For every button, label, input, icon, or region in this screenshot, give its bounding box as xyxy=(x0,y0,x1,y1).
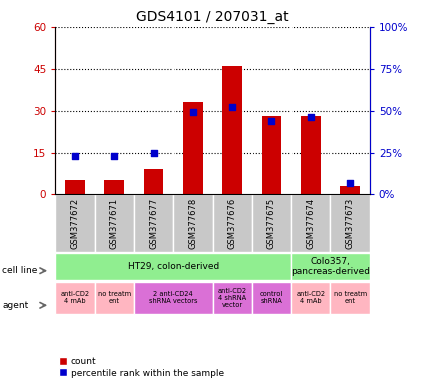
Point xyxy=(307,114,314,121)
FancyBboxPatch shape xyxy=(291,281,331,314)
Title: GDS4101 / 207031_at: GDS4101 / 207031_at xyxy=(136,10,289,25)
Text: anti-CD2
4 shRNA
vector: anti-CD2 4 shRNA vector xyxy=(218,288,247,308)
Text: control
shRNA: control shRNA xyxy=(260,291,283,305)
Legend: count, percentile rank within the sample: count, percentile rank within the sample xyxy=(60,357,224,377)
Bar xyxy=(222,66,242,194)
Text: anti-CD2
4 mAb: anti-CD2 4 mAb xyxy=(60,291,90,305)
FancyBboxPatch shape xyxy=(252,194,291,252)
FancyBboxPatch shape xyxy=(94,281,134,314)
FancyBboxPatch shape xyxy=(173,194,212,252)
FancyBboxPatch shape xyxy=(331,194,370,252)
FancyBboxPatch shape xyxy=(331,281,370,314)
Text: GSM377672: GSM377672 xyxy=(71,198,79,249)
Bar xyxy=(340,186,360,194)
FancyBboxPatch shape xyxy=(55,281,94,314)
FancyBboxPatch shape xyxy=(94,194,134,252)
Point xyxy=(71,153,78,159)
Text: GSM377674: GSM377674 xyxy=(306,198,315,249)
Text: Colo357,
pancreas-derived: Colo357, pancreas-derived xyxy=(291,257,370,276)
Bar xyxy=(262,116,281,194)
FancyBboxPatch shape xyxy=(55,194,94,252)
Text: GSM377677: GSM377677 xyxy=(149,198,158,249)
Point xyxy=(190,109,196,116)
Point xyxy=(347,180,354,186)
Text: 2 anti-CD24
shRNA vectors: 2 anti-CD24 shRNA vectors xyxy=(149,291,198,305)
Text: GSM377673: GSM377673 xyxy=(346,198,354,249)
Point xyxy=(268,118,275,124)
Bar xyxy=(301,116,320,194)
Point xyxy=(229,104,235,110)
Text: GSM377678: GSM377678 xyxy=(188,198,197,249)
Text: no treatm
ent: no treatm ent xyxy=(334,291,367,305)
FancyBboxPatch shape xyxy=(134,281,212,314)
Text: GSM377671: GSM377671 xyxy=(110,198,119,249)
Text: HT29, colon-derived: HT29, colon-derived xyxy=(128,262,219,271)
FancyBboxPatch shape xyxy=(291,194,331,252)
Point xyxy=(111,153,118,159)
FancyBboxPatch shape xyxy=(212,281,252,314)
Text: GSM377676: GSM377676 xyxy=(228,198,237,249)
FancyBboxPatch shape xyxy=(291,253,370,280)
FancyBboxPatch shape xyxy=(252,281,291,314)
FancyBboxPatch shape xyxy=(55,253,291,280)
FancyBboxPatch shape xyxy=(134,194,173,252)
Point xyxy=(150,149,157,156)
Text: anti-CD2
4 mAb: anti-CD2 4 mAb xyxy=(296,291,326,305)
Text: GSM377675: GSM377675 xyxy=(267,198,276,249)
Text: agent: agent xyxy=(2,301,28,310)
FancyBboxPatch shape xyxy=(212,194,252,252)
Bar xyxy=(65,180,85,194)
Text: cell line: cell line xyxy=(2,266,37,275)
Bar xyxy=(105,180,124,194)
Bar xyxy=(183,102,203,194)
Text: no treatm
ent: no treatm ent xyxy=(98,291,131,305)
Bar xyxy=(144,169,163,194)
